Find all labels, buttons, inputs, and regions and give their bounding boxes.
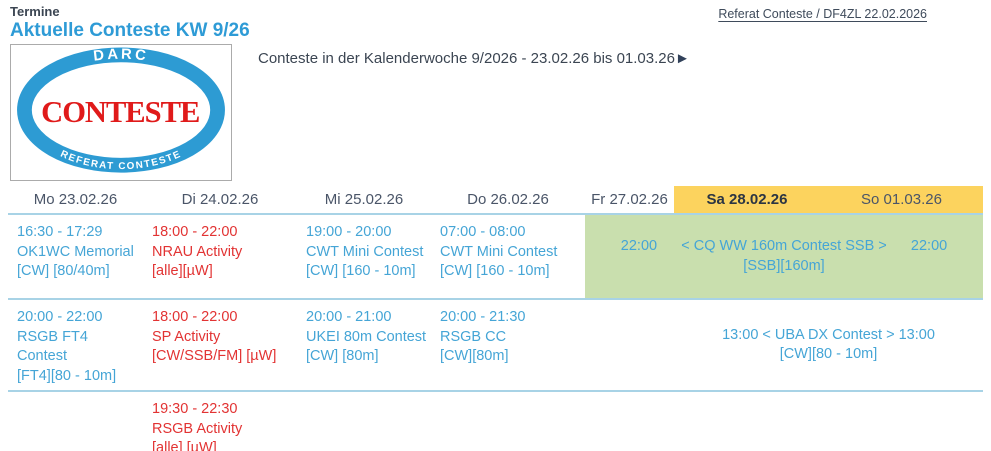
week-subtitle: Conteste in der Kalenderwoche 9/2026 - 2… <box>258 50 690 67</box>
calendar-cell-fr-sa-so-highlight: 22:00 < CQ WW 160m Contest SSB > 22:00 [… <box>585 214 983 300</box>
darc-conteste-logo: DARC CONTESTE REFERAT CONTESTE <box>10 44 232 181</box>
contest-entry: 19:30 - 22:30 RSGB Activity [alle] [µW] <box>152 400 293 451</box>
contest-name: RSGB CC <box>440 328 507 345</box>
calendar-cell-mo: 16:30 - 17:29 OK1WC Memorial [CW] [80/40… <box>8 214 143 300</box>
contest-entry: 16:30 - 17:29 OK1WC Memorial [CW] [80/40… <box>17 223 139 282</box>
contest-name: NRAU Activity <box>152 243 243 260</box>
contest-entry: 19:00 - 20:00 CWT Mini Contest [CW] [160… <box>306 223 427 282</box>
contest-entry: 07:00 - 08:00 CWT Mini Contest [CW] [160… <box>440 223 581 282</box>
calendar-cell-mo: 20:00 - 22:00 RSGB FT4 Contest [FT4][80 … <box>8 299 143 392</box>
contest-name: RSGB Activity <box>152 420 243 437</box>
contest-modes: [alle] [µW] <box>152 440 217 451</box>
day-header-do: Do 26.02.26 <box>431 186 585 215</box>
logo-ring <box>17 47 225 173</box>
day-header-mo: Mo 23.02.26 <box>8 186 143 215</box>
contest-entry: 20:00 - 22:00 RSGB FT4 Contest [FT4][80 … <box>17 308 139 386</box>
calendar-cell-mi: 20:00 - 21:00 UKEI 80m Contest [CW] [80m… <box>297 299 431 392</box>
contest-modes: [CW] [160 - 10m] <box>440 263 550 279</box>
next-week-arrow[interactable]: ► <box>674 50 690 67</box>
contest-entry: 20:00 - 21:30 RSGB CC [CW][80m] <box>440 308 581 367</box>
contest-entry: 20:00 - 21:00 UKEI 80m Contest [CW] [80m… <box>306 308 427 367</box>
calendar-cell-mi: 19:00 - 20:00 CWT Mini Contest [CW] [160… <box>297 214 431 300</box>
day-header-mi: Mi 25.02.26 <box>297 186 431 215</box>
contest-name: CWT Mini Contest <box>306 243 424 260</box>
day-header-fr: Fr 27.02.26 <box>585 186 674 215</box>
calendar-row-1: 16:30 - 17:29 OK1WC Memorial [CW] [80/40… <box>8 214 983 300</box>
calendar-row-3: 19:30 - 22:30 RSGB Activity [alle] [µW] <box>8 391 983 451</box>
contest-modes: [CW/SSB/FM] [µW] <box>152 348 277 364</box>
contest-name: CWT Mini Contest <box>440 243 558 260</box>
contest-entry: 22:00 < CQ WW 160m Contest SSB > 22:00 [… <box>589 237 979 276</box>
contest-time: 18:00 - 22:00 <box>152 309 238 325</box>
contest-modes: [alle][µW] <box>152 263 213 279</box>
logo-conteste-text: CONTESTE <box>41 95 201 129</box>
logo-graphic: DARC CONTESTE REFERAT CONTESTE <box>17 47 225 173</box>
contest-time: 20:00 - 21:30 <box>440 309 526 325</box>
day-header-row: Mo 23.02.26 Di 24.02.26 Mi 25.02.26 Do 2… <box>8 186 983 215</box>
contest-name: UKEI 80m Contest <box>306 328 427 345</box>
contest-name: SP Activity <box>152 328 221 345</box>
contest-name: OK1WC Memorial <box>17 243 134 260</box>
contest-time: 19:00 - 20:00 <box>306 224 392 240</box>
calendar-cell-do: 20:00 - 21:30 RSGB CC [CW][80m] <box>431 299 585 392</box>
contest-name: RSGB FT4 Contest <box>17 328 88 365</box>
contest-modes: [FT4][80 - 10m] <box>17 367 117 384</box>
contest-time: 19:30 - 22:30 <box>152 401 238 417</box>
contest-modes: [CW][80 - 10m] <box>779 346 878 362</box>
calendar-cell-sa-so: 13:00 < UBA DX Contest > 13:00 [CW][80 -… <box>674 299 983 392</box>
calendar-table: Mo 23.02.26 Di 24.02.26 Mi 25.02.26 Do 2… <box>8 186 983 451</box>
contest-time: 20:00 - 22:00 <box>17 309 103 325</box>
contest-modes: [SSB][160m] <box>743 257 825 274</box>
week-subtitle-text: Conteste in der Kalenderwoche 9/2026 - 2… <box>258 50 675 67</box>
page-title: Aktuelle Conteste KW 9/26 <box>10 20 250 41</box>
calendar-cell-do: 07:00 - 08:00 CWT Mini Contest [CW] [160… <box>431 214 585 300</box>
contest-name-with-times: 22:00 < CQ WW 160m Contest SSB > 22:00 <box>620 238 948 254</box>
calendar-cell-di: 18:00 - 22:00 NRAU Activity [alle][µW] <box>143 214 297 300</box>
calendar-cell-di: 19:30 - 22:30 RSGB Activity [alle] [µW] <box>143 391 297 451</box>
contest-entry: 13:00 < UBA DX Contest > 13:00 [CW][80 -… <box>678 326 979 365</box>
contest-modes: [CW] [80m] <box>306 348 379 364</box>
calendar-cell-di: 18:00 - 22:00 SP Activity [CW/SSB/FM] [µ… <box>143 299 297 392</box>
day-header-sa: Sa 28.02.26 <box>674 186 820 215</box>
contest-entry: 18:00 - 22:00 SP Activity [CW/SSB/FM] [µ… <box>152 308 293 367</box>
logo-darc-text: DARC <box>92 47 149 65</box>
referat-conteste-link[interactable]: Referat Conteste / DF4ZL 22.02.2026 <box>718 7 927 21</box>
day-header-so: So 01.03.26 <box>820 186 983 215</box>
contest-time: 18:00 - 22:00 <box>152 224 238 240</box>
calendar-row-2: 20:00 - 22:00 RSGB FT4 Contest [FT4][80 … <box>8 299 983 392</box>
contest-modes: [CW] [80/40m] <box>17 263 110 279</box>
day-header-di: Di 24.02.26 <box>143 186 297 215</box>
contest-time: 16:30 - 17:29 <box>17 224 103 240</box>
contest-entry: 18:00 - 22:00 NRAU Activity [alle][µW] <box>152 223 293 282</box>
calendar-cell-fr-empty <box>585 299 674 392</box>
contest-modes: [CW] [160 - 10m] <box>306 263 416 279</box>
contest-time: 20:00 - 21:00 <box>306 309 392 325</box>
page-kicker: Termine <box>10 4 60 19</box>
calendar-cell-rest-empty <box>297 391 983 451</box>
contest-name-with-times: 13:00 < UBA DX Contest > 13:00 <box>722 326 935 343</box>
contest-modes: [CW][80m] <box>440 348 509 364</box>
contest-time: 07:00 - 08:00 <box>440 224 526 240</box>
calendar-cell-mo-empty <box>8 391 143 451</box>
